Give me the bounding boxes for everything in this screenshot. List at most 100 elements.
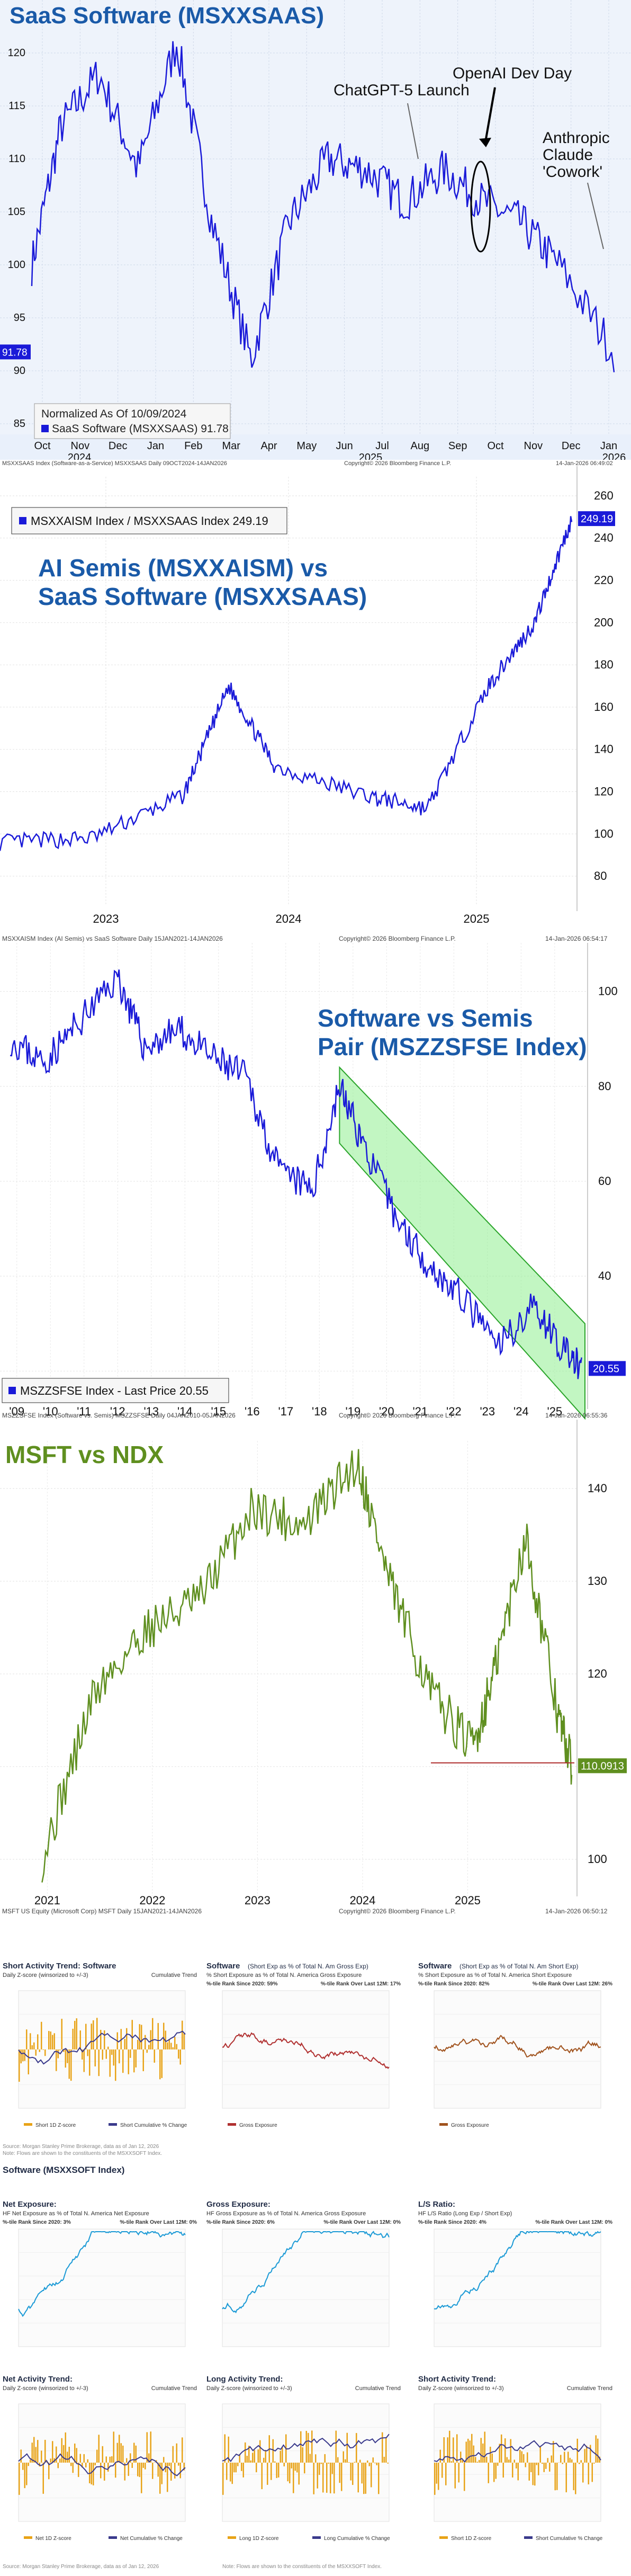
zscore-bar (22, 2463, 24, 2470)
y-tick-label: 95 (14, 312, 25, 324)
y-tick-label: 105 (8, 206, 25, 218)
zscore-bar (168, 2463, 170, 2466)
zscore-bar (545, 2463, 547, 2469)
x-tick-label: Feb (184, 440, 202, 452)
cumulative-line (222, 2434, 390, 2463)
last-value-badge (589, 1361, 626, 1376)
zscore-bar (259, 2440, 261, 2463)
y-tick-label: 120 (588, 1667, 607, 1680)
zscore-bar (183, 2463, 185, 2471)
y-tick-label: 130 (588, 1574, 607, 1588)
legend-swatch (228, 2123, 236, 2126)
zscore-bar (126, 2028, 128, 2049)
legend-swatch (19, 517, 26, 524)
zscore-bar (517, 2463, 519, 2481)
zscore-bar (593, 2463, 595, 2464)
zscore-bar (70, 2049, 72, 2081)
x-tick-label: '25 (547, 1405, 563, 1418)
zscore-bar (141, 2463, 142, 2493)
zscore-bar (113, 2049, 114, 2066)
panel-title: Short Activity Trend: Software (3, 1962, 116, 1971)
y-tick-label: 100 (8, 259, 25, 271)
legend-label: Gross Exposure (239, 2123, 277, 2128)
panel-plot-area (434, 1990, 601, 2109)
annotation-claude: Claude (543, 146, 593, 164)
zscore-bar (387, 2463, 389, 2464)
y-tick-label: 40 (598, 1269, 611, 1282)
zscore-bar (93, 2463, 94, 2485)
annotation-cowork: 'Cowork' (543, 163, 602, 181)
zscore-bar (348, 2462, 350, 2463)
panel-subtitle: HF Net Exposure as % of Total N. America… (3, 2210, 149, 2217)
annotation-arrowhead (479, 138, 491, 147)
x-tick-label: '22 (446, 1405, 462, 1418)
zscore-bar (57, 2463, 59, 2468)
zscore-bar (465, 2441, 467, 2463)
zscore-bar (506, 2457, 508, 2463)
x-tick-label: '24 (513, 1405, 529, 1418)
panel-stat-right: %-tile Rank Over Last 12M: 17% (321, 1981, 401, 1987)
zscore-bar (96, 2018, 98, 2049)
zscore-bar (504, 2438, 506, 2463)
footer-bg (0, 460, 631, 466)
source-note: Source: Morgan Stanley Prime Brokerage, … (3, 2564, 159, 2570)
legend-swatch (439, 2123, 448, 2126)
zscore-bar (256, 2463, 257, 2473)
legend-swatch (41, 425, 49, 432)
zscore-bar (72, 2463, 74, 2473)
panel-stat-right: %-tile Rank Over Last 12M: 26% (533, 1981, 612, 1987)
zscore-bar (50, 2458, 51, 2463)
zscore-bar (44, 2049, 46, 2056)
zscore-bar (272, 2439, 274, 2463)
annotation-arrow (407, 103, 419, 159)
zscore-bar (508, 2459, 510, 2463)
zscore-bar (308, 2432, 309, 2463)
panel-title: Short Activity Trend: (418, 2375, 496, 2384)
zscore-bar (67, 2049, 68, 2063)
panel-right-label: Cumulative Trend (355, 2385, 401, 2392)
x-tick-label: Jan (147, 440, 164, 452)
zscore-bar (538, 2463, 539, 2475)
legend-swatch (109, 2123, 117, 2126)
zscore-bar (436, 2463, 437, 2484)
zscore-bar (523, 2454, 525, 2463)
zscore-bar (48, 2463, 50, 2480)
zscore-bar (37, 2034, 39, 2049)
zscore-bar (57, 2049, 59, 2058)
zscore-bar (152, 2018, 154, 2049)
zscore-bar (122, 2445, 124, 2463)
zscore-bar (345, 2459, 346, 2463)
zscore-bar (107, 2046, 109, 2049)
zscore-bar (530, 2463, 532, 2473)
zscore-bar (447, 2437, 448, 2463)
zscore-bar (91, 2463, 92, 2485)
zscore-bar (476, 2462, 478, 2463)
zscore-bar (441, 2463, 443, 2478)
zscore-bar (536, 2463, 537, 2465)
legend-line: Normalized As Of 10/09/2024 (41, 408, 187, 420)
zscore-bar (521, 2451, 522, 2463)
zscore-bar (368, 2463, 370, 2466)
zscore-bar (50, 2031, 51, 2049)
footer-center: Copyright© 2026 Bloomberg Finance L.P. (339, 1412, 456, 1419)
panel-subtitle: Daily Z-score (winsorized to +/-3) (418, 2385, 504, 2392)
last-value-badge (578, 1758, 627, 1773)
legend-label: Short 1D Z-score (35, 2123, 76, 2128)
zscore-bar (78, 2463, 79, 2477)
zscore-bar (131, 2020, 133, 2049)
zscore-bar (53, 2033, 55, 2049)
zscore-bar (68, 2447, 70, 2463)
chart-title-line2: SaaS Software (MSXXSAAS) (38, 583, 367, 610)
zscore-bar (499, 2444, 500, 2463)
panel-subtitle: Daily Z-score (winsorized to +/-3) (206, 2385, 292, 2392)
x-tick-label: Oct (34, 440, 51, 452)
zscore-bar (41, 2021, 42, 2049)
zscore-bar (512, 2463, 513, 2478)
zscore-bar (56, 2049, 57, 2071)
exposure-line (222, 2231, 390, 2314)
annotation-openai: OpenAI Dev Day (453, 65, 572, 82)
zscore-bar (30, 2033, 31, 2049)
zscore-bar (42, 2049, 44, 2051)
zscore-bar (302, 2447, 303, 2463)
y-tick-label: 220 (594, 574, 614, 587)
